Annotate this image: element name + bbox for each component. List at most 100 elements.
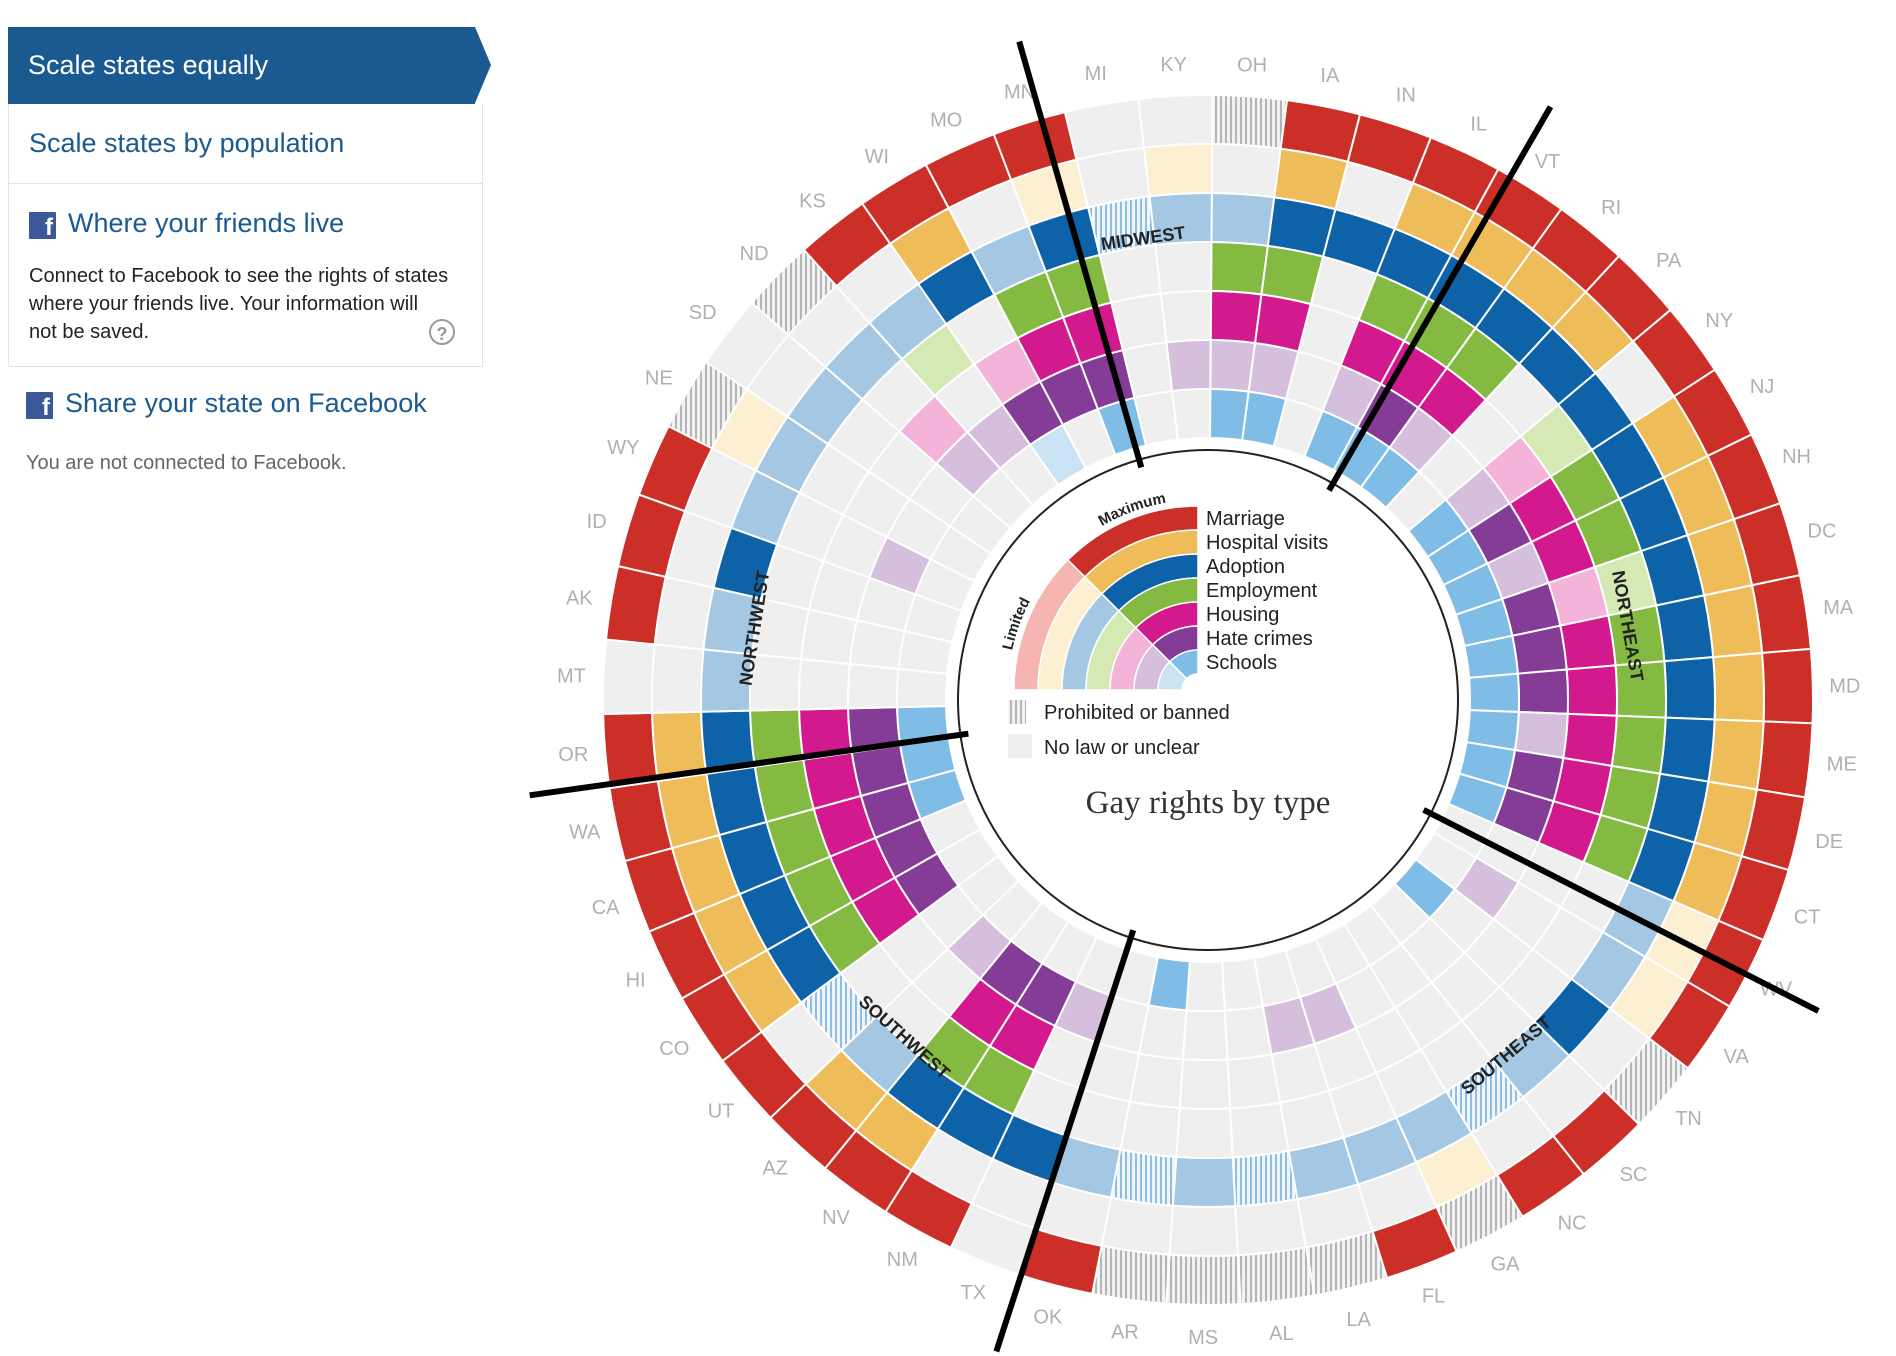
divider-midwest — [1016, 40, 1145, 469]
legend-label-schools: Schools — [1206, 652, 1277, 674]
state-label-mn: MN — [1004, 82, 1035, 104]
legend-label-housing: Housing — [1206, 604, 1279, 626]
legend-none-label: No law or unclear — [1044, 737, 1200, 759]
state-label-az: AZ — [762, 1157, 788, 1179]
state-label-tx: TX — [961, 1282, 987, 1304]
share-state-link[interactable]: f Share your state on Facebook — [26, 388, 427, 421]
state-label-la: LA — [1346, 1309, 1371, 1331]
chart-title: Gay rights by type — [1086, 785, 1331, 821]
segment-ms-hate-crimes — [1182, 1009, 1229, 1061]
segment-ky-hate-crimes — [1165, 339, 1212, 393]
sidebar: Scale states equally Scale states by pop… — [0, 0, 500, 520]
facebook-friends-panel: f Where your friends live Connect to Face… — [8, 184, 483, 367]
state-label-hi: HI — [626, 970, 646, 992]
help-icon[interactable]: ? — [429, 319, 455, 345]
segment-me-marriage — [1755, 720, 1814, 799]
segment-ma-adoption — [1654, 594, 1715, 663]
legend-label-marriage: Marriage — [1206, 508, 1285, 530]
segment-ky-employment — [1154, 241, 1213, 295]
where-friends-live-link[interactable]: f Where your friends live — [29, 208, 344, 241]
segment-oh-adoption — [1210, 192, 1276, 248]
state-label-va: VA — [1724, 1046, 1750, 1068]
state-label-ok: OK — [1033, 1307, 1063, 1329]
segment-ky-hospital-visits — [1142, 143, 1214, 198]
state-label-ms: MS — [1188, 1327, 1218, 1349]
segment-ky-housing — [1159, 290, 1213, 344]
segment-oh-employment — [1210, 241, 1269, 296]
segment-mt-schools — [896, 667, 949, 709]
segment-me-employment — [1610, 714, 1667, 775]
scale-by-population-button[interactable]: Scale states by population — [8, 104, 483, 184]
state-label-ut: UT — [708, 1101, 735, 1123]
segment-ms-adoption — [1171, 1155, 1237, 1208]
scale-states-equally-button[interactable]: Scale states equally — [8, 27, 475, 104]
segment-ms-employment — [1175, 1106, 1234, 1159]
segment-oh-marriage — [1211, 94, 1289, 150]
segment-md-marriage — [1760, 647, 1814, 725]
state-label-in: IN — [1396, 84, 1416, 106]
state-segments — [602, 94, 1814, 1306]
segment-ar-hospital-visits — [1100, 1196, 1174, 1256]
state-label-nd: ND — [740, 243, 769, 265]
segment-al-adoption — [1231, 1149, 1299, 1208]
legend-label-employment: Employment — [1206, 580, 1318, 602]
state-label-ca: CA — [592, 897, 620, 919]
segment-ar-adoption — [1109, 1148, 1178, 1207]
state-label-mt: MT — [557, 665, 586, 687]
segment-ma-housing — [1559, 614, 1617, 671]
state-label-md: MD — [1829, 675, 1860, 697]
segment-me-housing — [1562, 712, 1618, 767]
segment-mt-hate-crimes — [847, 662, 900, 710]
state-label-de: DE — [1815, 831, 1843, 853]
segment-oh-housing — [1209, 290, 1263, 345]
legend-label-adoption: Adoption — [1206, 556, 1285, 578]
connection-status: You are not connected to Facebook. — [26, 452, 347, 474]
segment-oh-hate-crimes — [1209, 339, 1257, 393]
segment-al-marriage — [1236, 1246, 1316, 1306]
state-label-nj: NJ — [1750, 376, 1774, 398]
legend-label-hate-crimes: Hate crimes — [1206, 628, 1313, 650]
state-label-ne: NE — [645, 367, 673, 389]
state-label-sc: SC — [1620, 1164, 1648, 1186]
segment-al-housing — [1226, 1053, 1282, 1110]
legend-label-hospital-visits: Hospital visits — [1206, 532, 1328, 554]
segment-ky-schools — [1171, 388, 1212, 441]
state-label-id: ID — [587, 511, 607, 533]
segment-ms-hospital-visits — [1168, 1204, 1240, 1257]
divider-southeast — [1422, 807, 1820, 1014]
state-label-oh: OH — [1237, 55, 1267, 77]
legend-none-swatch — [1008, 734, 1032, 758]
state-label-mo: MO — [930, 109, 962, 131]
segment-oh-schools — [1209, 388, 1250, 442]
state-labels: IAINILVTRIPANYNJNHDCMAMDMEDECTWVVATNSCNC… — [557, 54, 1860, 1349]
state-label-ct: CT — [1794, 906, 1821, 928]
legend-prohibited-swatch — [1008, 700, 1026, 724]
state-label-al: AL — [1269, 1323, 1293, 1345]
state-label-ar: AR — [1111, 1322, 1139, 1344]
segment-md-hospital-visits — [1712, 651, 1765, 723]
segment-md-housing — [1565, 664, 1618, 717]
state-label-ma: MA — [1823, 597, 1854, 619]
state-label-pa: PA — [1656, 250, 1682, 272]
segment-md-schools — [1467, 672, 1520, 714]
state-label-or: OR — [558, 744, 588, 766]
segment-md-adoption — [1663, 656, 1716, 721]
legend-prohibited-label: Prohibited or banned — [1044, 702, 1230, 724]
segment-mt-housing — [798, 658, 851, 711]
segment-ky-marriage — [1137, 94, 1214, 149]
segment-al-hate-crimes — [1223, 1004, 1273, 1061]
state-label-ky: KY — [1160, 54, 1187, 76]
state-label-wy: WY — [607, 437, 639, 459]
divider-northeast — [1326, 105, 1554, 492]
state-label-ri: RI — [1601, 197, 1621, 219]
segment-me-adoption — [1658, 716, 1716, 783]
state-label-fl: FL — [1422, 1286, 1445, 1308]
state-label-vt: VT — [1535, 151, 1561, 173]
state-label-ia: IA — [1320, 65, 1340, 87]
state-label-nm: NM — [887, 1249, 918, 1271]
segment-ms-housing — [1178, 1058, 1232, 1110]
state-label-co: CO — [659, 1038, 689, 1060]
